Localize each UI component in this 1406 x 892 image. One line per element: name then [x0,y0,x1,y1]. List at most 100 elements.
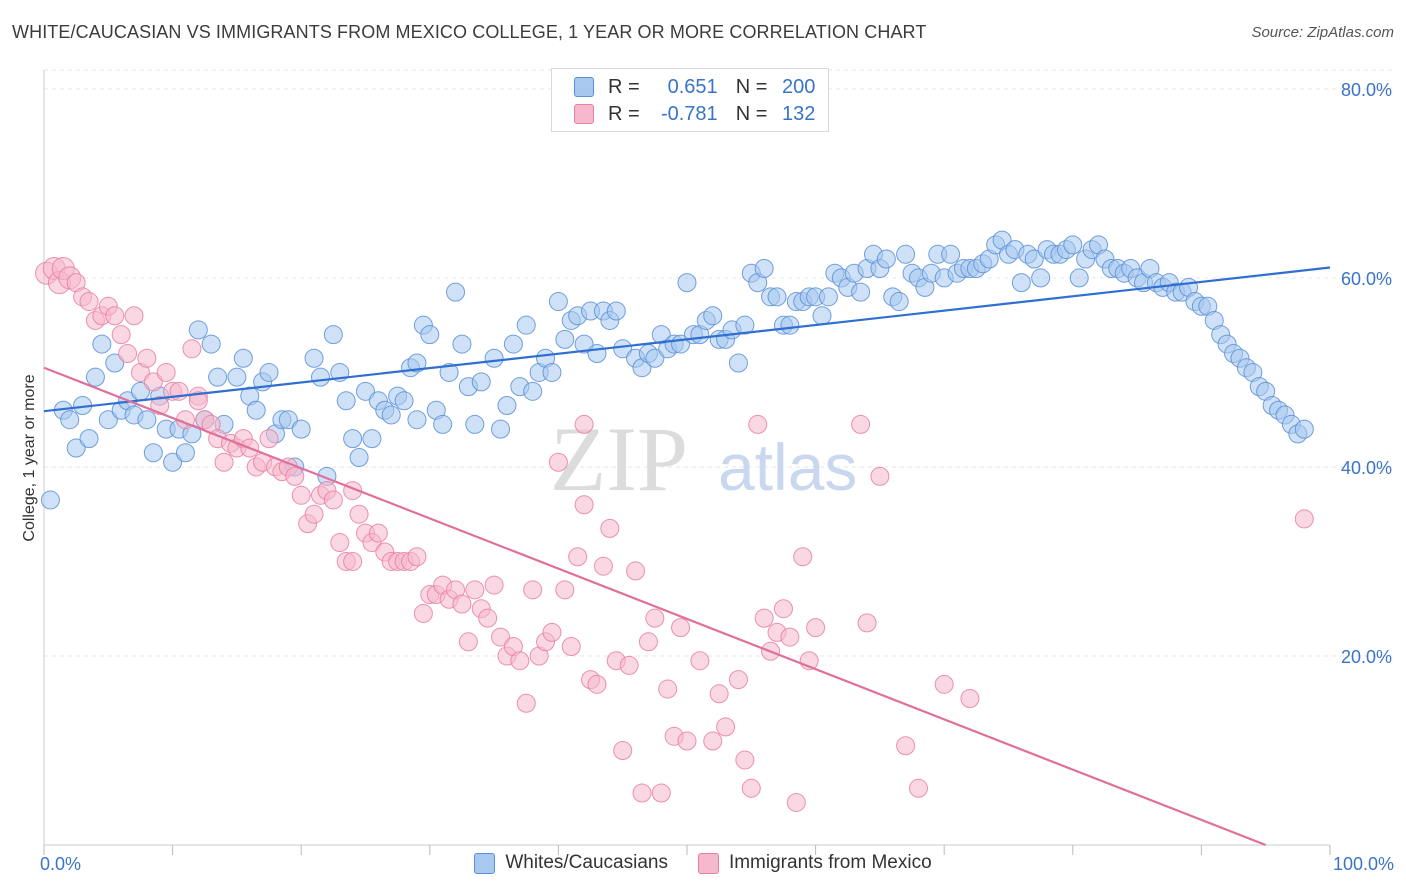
white-point [812,306,832,326]
white-point [105,353,125,373]
trend-lines [43,266,1331,847]
mexico-point [754,608,774,628]
mexico-point [600,518,620,538]
mexico-point [786,792,806,812]
legend-row-mexico: R = -0.781 N = 132 [574,101,815,127]
mexico-point [542,622,562,642]
white-point [574,334,594,354]
white-point [548,292,568,312]
mexico-point [291,485,311,505]
white-point [542,362,562,382]
white-point [304,348,324,368]
mexico-point [523,580,543,600]
mexico-point [658,679,678,699]
white-point [291,419,311,439]
legend-r-label: R = [608,75,640,98]
watermark-atlas: atlas [718,430,857,504]
mexico-point [79,292,99,312]
mexico-point [677,731,697,751]
white-point [381,405,401,425]
white-point [439,362,459,382]
white-point [323,325,343,345]
white-point [941,244,961,264]
white-point [587,344,607,364]
mexico-point [484,575,504,595]
white-point [523,381,543,401]
mexico-point [478,608,498,628]
white-point [137,410,157,430]
white-point [92,334,112,354]
mexico-point [349,504,369,524]
white-point [703,306,723,326]
white-point [79,429,99,449]
white-point [310,367,330,387]
mexico-point [555,580,575,600]
white-point [201,334,221,354]
white-point [233,348,253,368]
mexico-point [368,523,388,543]
white-trend-line [43,266,1331,413]
white-point [246,400,266,420]
white-point [98,410,118,430]
mexico-point [651,783,671,803]
white-point [497,396,517,416]
mexico-point [105,306,125,326]
white-point [60,410,80,430]
chart-source: Source: ZipAtlas.com [1251,24,1394,41]
white-point [420,325,440,345]
white-point [491,419,511,439]
mexico-point [574,414,594,434]
white-point [407,353,427,373]
white-point [677,273,697,293]
mexico-point [934,674,954,694]
mexico-point [343,551,363,571]
white-point [818,287,838,307]
white-point [851,282,871,302]
mexico-point [690,651,710,671]
mexico-point [214,452,234,472]
legend-n-value: 200 [782,75,816,98]
white-point [343,429,363,449]
white-point [433,414,453,434]
tick-labels: 20.0% 40.0% 60.0% 80.0% 0.0% 100.0% [40,80,1394,874]
mexico-point [960,689,980,709]
mexico-point [465,580,485,600]
white-point [227,367,247,387]
mexico-point [638,632,658,652]
mexico-point [870,466,890,486]
x-tick-label: 100.0% [1333,854,1394,874]
white-point [356,381,375,401]
mexico-point [773,599,793,619]
series-label-whites: Whites/Caucasians [505,852,668,873]
legend-n-label: N = [735,75,768,98]
mexico-point [143,372,163,392]
mexico-point [896,736,916,756]
white-point [503,334,523,354]
mexico-point [111,325,131,345]
white-point [471,372,491,392]
white-point [767,287,787,307]
legend-row-whites: R = 0.651 N = 200 [574,74,815,100]
mexico-point [118,344,138,364]
mexico-point [716,717,736,737]
legend-n-label: N = [735,102,768,125]
mexico-point [188,391,208,411]
white-point [780,315,800,335]
mexico-point [587,674,607,694]
y-tick-label: 20.0% [1341,647,1392,667]
series-label-mexico: Immigrants from Mexico [728,852,932,873]
x-tick-label: 0.0% [40,854,81,874]
white-point [1024,249,1044,269]
mexico-point [182,339,202,359]
legend-swatch-blue [574,77,594,97]
mexico-point [619,655,639,675]
white-point [278,410,298,430]
white-point [484,348,504,368]
mexico-point [510,651,530,671]
mexico-point [908,778,928,798]
white-point [876,249,896,269]
mexico-point [259,429,279,449]
legend-r-label: R = [608,102,640,125]
mexico-point [561,637,581,657]
